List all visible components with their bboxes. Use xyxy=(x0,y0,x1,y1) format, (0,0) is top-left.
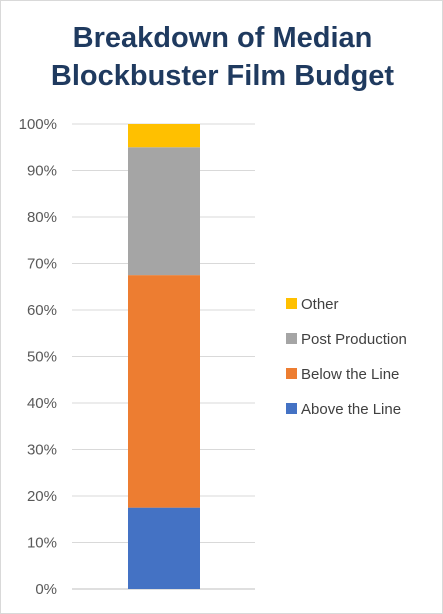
y-tick-label: 60% xyxy=(27,302,57,319)
y-tick-label: 40% xyxy=(27,395,57,412)
legend-swatch xyxy=(286,403,297,414)
y-tick-label: 70% xyxy=(27,256,57,273)
y-tick-label: 50% xyxy=(27,349,57,366)
legend-swatch xyxy=(286,333,297,344)
legend-label: Post Production xyxy=(301,331,407,348)
y-tick-label: 0% xyxy=(35,581,57,598)
y-tick-label: 90% xyxy=(27,163,57,180)
legend-swatch xyxy=(286,368,297,379)
chart-title: Breakdown of Median Blockbuster Film Bud… xyxy=(1,19,443,95)
y-tick-label: 100% xyxy=(19,116,57,133)
bar-segment xyxy=(128,147,200,276)
bar-segment xyxy=(128,275,200,508)
y-tick-label: 80% xyxy=(27,209,57,226)
chart-title-line-1: Breakdown of Median xyxy=(72,22,373,54)
y-tick-label: 20% xyxy=(27,488,57,505)
legend-label: Below the Line xyxy=(301,366,399,383)
legend-label: Other xyxy=(301,296,339,313)
legend-swatch xyxy=(286,298,297,309)
bar-segment xyxy=(128,507,200,589)
bar-segment xyxy=(128,124,200,148)
legend-label: Above the Line xyxy=(301,401,401,418)
y-tick-label: 30% xyxy=(27,442,57,459)
y-tick-label: 10% xyxy=(27,535,57,552)
chart-title-line-2: Blockbuster Film Budget xyxy=(50,60,395,92)
